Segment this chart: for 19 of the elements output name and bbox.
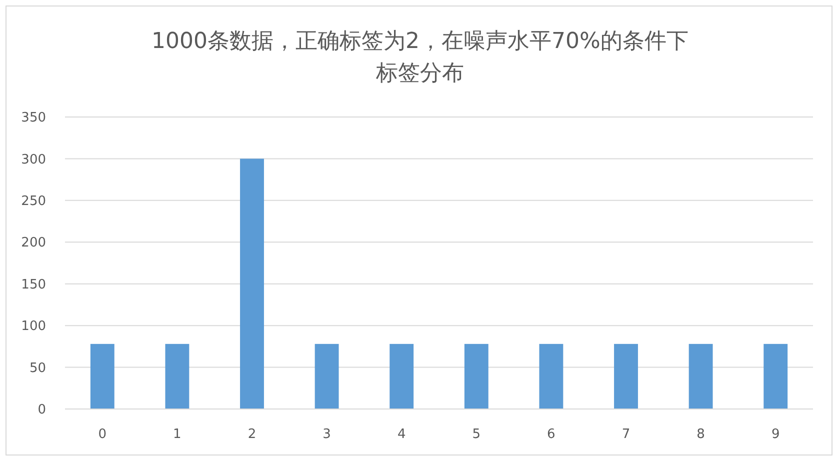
x-tick-label: 0 (98, 427, 107, 442)
y-tick-label: 150 (21, 277, 46, 292)
x-tick-label: 9 (771, 427, 780, 442)
x-tick-label: 1 (173, 427, 182, 442)
x-tick-label: 2 (248, 427, 256, 442)
x-tick-label: 6 (547, 427, 556, 442)
x-tick-label: 3 (322, 427, 331, 442)
x-tick-label: 7 (622, 427, 630, 442)
y-tick-label: 300 (21, 152, 46, 168)
y-tick-label: 0 (38, 402, 46, 418)
x-tick-label: 4 (397, 427, 406, 442)
y-tick-label: 200 (21, 236, 46, 251)
x-tick-label: 5 (472, 427, 481, 442)
x-tick-label: 8 (696, 427, 705, 442)
y-tick-label: 50 (29, 360, 46, 376)
y-tick-label: 250 (21, 194, 46, 209)
chart-title: 1000条数据，正确标签为2，在噪声水平70%的条件下标签分布 (152, 29, 688, 86)
y-tick-label: 350 (21, 110, 46, 126)
y-tick-label: 100 (21, 319, 46, 334)
